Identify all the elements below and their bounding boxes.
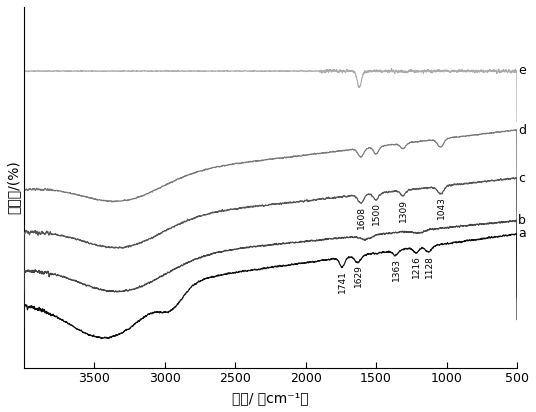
Text: 1043: 1043 — [437, 196, 446, 219]
Text: 1629: 1629 — [354, 265, 363, 288]
X-axis label: 波数/ （cm⁻¹）: 波数/ （cm⁻¹） — [232, 391, 309, 405]
Text: 1216: 1216 — [412, 255, 421, 278]
Text: 1309: 1309 — [399, 199, 408, 222]
Text: d: d — [518, 124, 526, 137]
Text: 1128: 1128 — [425, 255, 434, 278]
Text: 1608: 1608 — [357, 206, 366, 229]
Text: e: e — [518, 64, 526, 77]
Text: c: c — [518, 172, 525, 185]
Text: a: a — [518, 227, 526, 240]
Text: b: b — [518, 214, 526, 227]
Text: 1741: 1741 — [338, 270, 347, 293]
Text: 1500: 1500 — [373, 202, 381, 225]
Text: 1363: 1363 — [392, 258, 400, 281]
Y-axis label: 透过率/(%): 透过率/(%) — [7, 160, 21, 214]
